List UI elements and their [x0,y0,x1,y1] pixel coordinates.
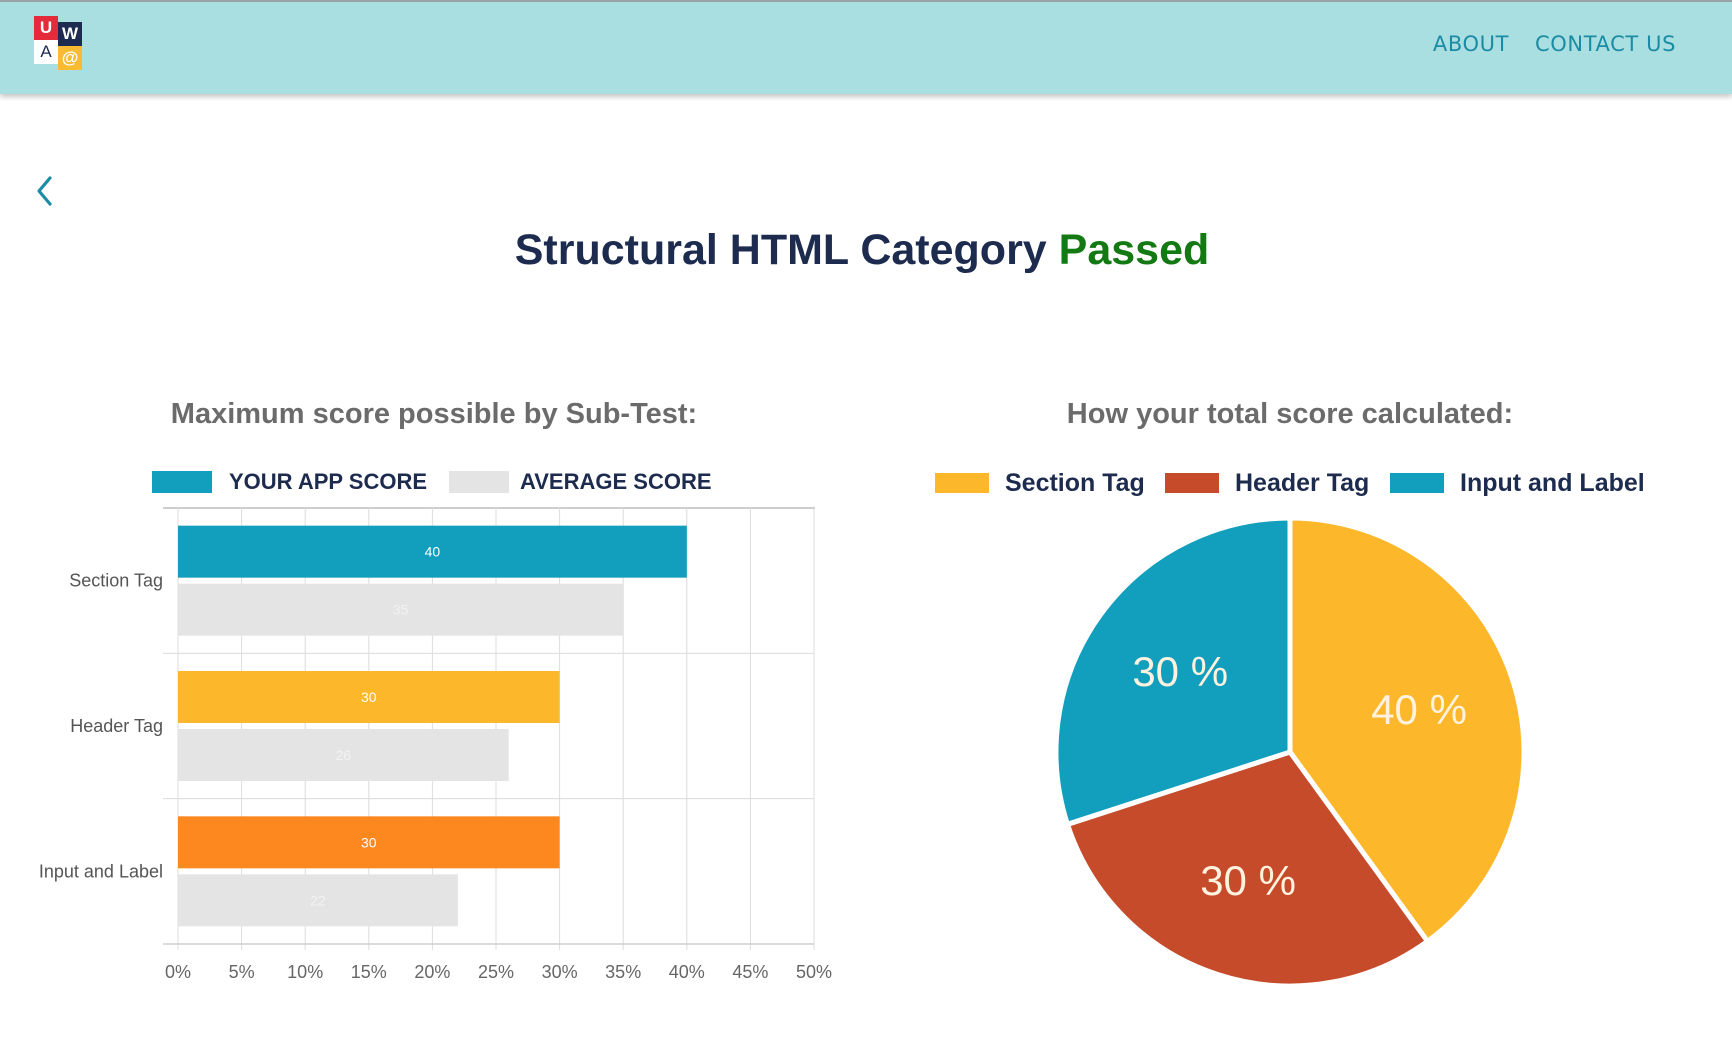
pie-slice-header-tag[interactable] [1064,749,1431,989]
bar-value-label: 35 [393,602,409,618]
pie-chart: How your total score calculated: Section … [935,398,1645,989]
x-tick-label: 15% [351,962,387,982]
page-title: Structural HTML Category Passed [0,226,1724,275]
pie-slice-section-tag[interactable] [1287,515,1527,944]
legend-label-section-tag: Section Tag [1005,469,1145,497]
bar-chart-title: Maximum score possible by Sub-Test: [171,398,697,430]
bar-value-label: 22 [310,892,326,908]
x-tick-label: 35% [605,962,641,982]
logo-tile-u: U [34,16,58,40]
nav-link-contact-us[interactable]: CONTACT US [1535,32,1676,56]
legend-label-input-and-label: Input and Label [1460,469,1645,497]
uwa-logo[interactable]: U W A @ [34,16,86,74]
back-button[interactable] [32,174,58,208]
x-tick-label: 45% [732,962,768,982]
legend-label-average-score: AVERAGE SCORE [520,469,712,494]
logo-tile-a: A [34,40,58,64]
legend-swatch-your-app-score [152,471,212,493]
x-tick-label: 10% [287,962,323,982]
chevron-left-icon [37,176,52,206]
bar-your-app-score-header-tag[interactable] [178,671,560,723]
bar-value-label: 26 [336,747,352,763]
pie-slice-label: 30 % [1132,648,1228,695]
logo-tile-at: @ [58,46,82,70]
page-title-text: Structural HTML Category [514,226,1047,274]
bar-chart: Maximum score possible by Sub-Test: YOUR … [39,398,832,982]
category-status: Passed [1058,226,1210,274]
x-tick-label: 50% [796,962,832,982]
x-tick-label: 5% [229,962,255,982]
bar-value-label: 30 [361,689,377,705]
bar-value-label: 40 [425,544,441,560]
pie-slice-label: 40 % [1371,686,1467,733]
x-tick-label: 40% [669,962,705,982]
bar-your-app-score-input-and-label[interactable] [178,816,560,869]
x-tick-label: 20% [414,962,450,982]
bar-average-score-input-and-label[interactable] [178,874,458,927]
top-navbar: U W A @ ABOUT CONTACT US [0,0,1732,94]
legend-swatch-header-tag [1165,473,1219,493]
x-tick-label: 30% [542,962,578,982]
legend-swatch-section-tag [935,473,989,493]
nav-link-about[interactable]: ABOUT [1432,32,1510,56]
bar-average-score-section-tag[interactable] [178,583,624,636]
legend-label-your-app-score: YOUR APP SCORE [229,469,427,494]
legend-swatch-average-score [449,471,509,493]
pie-chart-title: How your total score calculated: [1067,398,1513,430]
x-tick-label: 0% [165,962,191,982]
y-category-label: Section Tag [69,571,163,591]
logo-tile-w: W [58,22,82,46]
bar-average-score-header-tag[interactable] [178,729,509,781]
bar-your-app-score-section-tag[interactable] [178,525,687,578]
bar-value-label: 30 [361,834,377,850]
y-category-label: Input and Label [39,861,163,881]
y-category-label: Header Tag [70,716,163,736]
pie-slice-input-and-label[interactable] [1053,515,1293,827]
nav-links: ABOUT CONTACT US [1433,32,1676,56]
legend-label-header-tag: Header Tag [1235,469,1369,497]
pie-slice-label: 30 % [1200,857,1296,904]
legend-swatch-input-and-label [1390,473,1444,493]
x-tick-label: 25% [478,962,514,982]
